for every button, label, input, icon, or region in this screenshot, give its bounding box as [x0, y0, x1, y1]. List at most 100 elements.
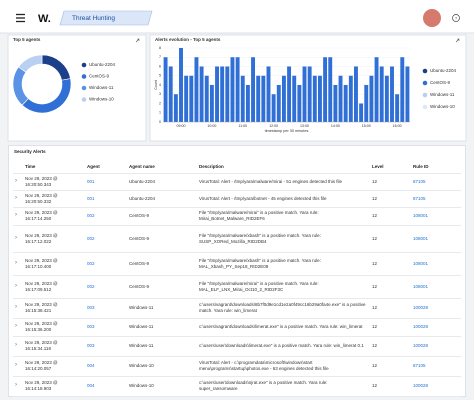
legend-swatch	[422, 80, 428, 86]
rule-id[interactable]: 87105	[413, 363, 426, 369]
breadcrumb-tab[interactable]	[59, 10, 153, 26]
bar	[369, 75, 374, 122]
agent-id[interactable]: 004	[87, 363, 95, 369]
expand-arrow[interactable]: ›	[15, 212, 17, 219]
help-icon[interactable]	[452, 14, 460, 22]
bar	[271, 94, 276, 122]
expand-arrow[interactable]: ›	[15, 194, 17, 201]
column-header[interactable]: Time	[25, 164, 36, 170]
row-divider	[13, 336, 461, 337]
panel-title: Alerts evolution - Top 5 agents	[155, 37, 221, 42]
expand-arrow[interactable]: ›	[15, 342, 17, 349]
legend-swatch	[422, 92, 428, 98]
agent-name: Windows-10	[129, 383, 154, 389]
menu-button[interactable]	[16, 13, 25, 23]
agent-id[interactable]: 002	[87, 213, 95, 219]
description: VirusTotal: Alert - /tmp/yara/botnet - 4…	[199, 195, 327, 201]
bar	[364, 85, 369, 122]
legend-label: Ubuntu-2204	[89, 62, 116, 67]
bar	[338, 75, 343, 122]
level: 12	[372, 343, 378, 349]
agent-id[interactable]: 001	[87, 195, 95, 201]
description: c:\users\vagrant\downloads\8b7f0d9e1cd1e…	[199, 302, 366, 313]
agent-id[interactable]: 003	[87, 305, 95, 311]
expand-icon[interactable]	[135, 38, 140, 43]
bar	[328, 57, 333, 122]
time: Nov 29, 2023 @ 16:14:20.057	[25, 360, 58, 371]
time: Nov 29, 2023 @ 16:17:14.250	[25, 210, 58, 221]
rule-id[interactable]: 108001	[413, 213, 429, 219]
bar	[189, 75, 194, 122]
legend-label: Windows-10	[89, 97, 114, 102]
expand-arrow[interactable]: ›	[15, 362, 17, 369]
row-divider	[13, 225, 461, 226]
bar	[379, 66, 384, 122]
bar	[251, 57, 256, 122]
column-header: Level	[372, 164, 384, 170]
x-tick-label: 12:00	[269, 124, 278, 128]
panel-title: Security Alerts	[14, 149, 46, 155]
agent-id[interactable]: 002	[87, 260, 95, 266]
agent-name: CentOS-9	[129, 235, 150, 241]
y-axis-label: Count	[154, 80, 158, 90]
avatar[interactable]	[423, 9, 441, 27]
agent-id[interactable]: 004	[87, 383, 95, 389]
bar	[209, 85, 214, 122]
rule-id[interactable]: 108001	[413, 260, 429, 266]
rule-id[interactable]: 100028	[413, 383, 429, 389]
legend-swatch	[422, 104, 428, 110]
agent-name: Windows-11	[129, 305, 154, 311]
time: Nov 29, 2023 @ 16:14:18.903	[25, 380, 58, 391]
bar	[225, 66, 230, 122]
rule-id[interactable]: 100028	[413, 305, 429, 311]
bar	[374, 57, 379, 122]
rule-id[interactable]: 108001	[413, 283, 429, 289]
y-tick-label: 0	[159, 120, 161, 124]
agent-id[interactable]: 003	[87, 324, 95, 330]
bar	[307, 66, 312, 122]
expand-icon[interactable]	[455, 38, 460, 43]
expand-arrow[interactable]: ›	[15, 177, 17, 184]
x-tick-label: 11:00	[238, 124, 247, 128]
expand-arrow[interactable]: ›	[15, 259, 17, 266]
rule-id[interactable]: 108001	[413, 235, 429, 241]
agent-id[interactable]: 003	[87, 343, 95, 349]
bar	[400, 57, 405, 122]
expand-arrow[interactable]: ›	[15, 304, 17, 311]
description: File "/tmp/yara/malware/mirai" is a posi…	[199, 210, 319, 221]
logo[interactable]: W.	[38, 13, 51, 25]
agent-id[interactable]: 002	[87, 283, 95, 289]
legend-swatch	[81, 62, 87, 68]
level: 12	[372, 235, 378, 241]
rule-id[interactable]: 87105	[413, 178, 426, 184]
time: Nov 29, 2023 @ 16:15:38.421	[25, 302, 58, 313]
expand-arrow[interactable]: ›	[15, 282, 17, 289]
agent-name: CentOS-9	[129, 213, 150, 219]
legend-swatch	[422, 68, 428, 74]
bar	[179, 48, 183, 122]
level: 12	[372, 324, 378, 330]
agent-id[interactable]: 001	[87, 178, 95, 184]
row-divider	[13, 173, 461, 174]
row-divider	[13, 356, 461, 357]
level: 12	[372, 213, 378, 219]
agent-name: Ubuntu-2204	[129, 195, 156, 201]
x-tick-label: 15:00	[362, 124, 371, 128]
expand-arrow[interactable]: ›	[15, 382, 17, 389]
time: Nov 29, 2023 @ 16:15:36.200	[25, 321, 58, 332]
rule-id[interactable]: 100028	[413, 343, 429, 349]
level: 12	[372, 383, 378, 389]
bar	[261, 75, 266, 122]
legend-label: CentOS-9	[430, 80, 451, 85]
description: c:\users\user\downloads\njrat.exe" is a …	[199, 380, 328, 391]
expand-arrow[interactable]: ›	[15, 323, 17, 330]
rule-id[interactable]: 100028	[413, 324, 429, 330]
time: Nov 29, 2023 @ 16:15:34.118	[25, 340, 58, 351]
agent-id[interactable]: 002	[87, 235, 95, 241]
bar	[276, 85, 281, 122]
x-tick-label: 16:00	[393, 124, 402, 128]
page-title: Threat Hunting	[72, 15, 115, 22]
rule-id[interactable]: 87105	[413, 195, 426, 201]
expand-arrow[interactable]: ›	[15, 234, 17, 241]
bar	[390, 66, 394, 122]
